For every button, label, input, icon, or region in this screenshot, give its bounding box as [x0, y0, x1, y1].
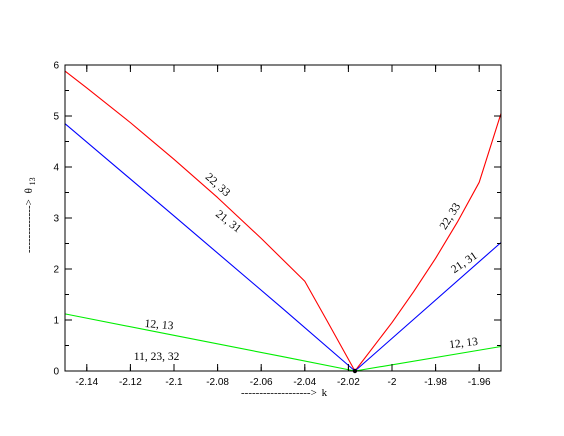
svg-text:-------------------> k: -------------------> k — [241, 387, 328, 399]
plot-frame — [64, 64, 502, 372]
y-tick-label: 2 — [53, 265, 59, 276]
y-axis-label-arrow: -------------> — [23, 199, 35, 253]
series-annotation-4: 11, 23, 32 — [134, 351, 180, 363]
y-tick-label: 1 — [53, 316, 59, 327]
svg-text:-------------> θ 1: -------------> θ 13 — [23, 177, 37, 253]
y-tick-label: 4 — [53, 163, 59, 174]
x-axis-label-arrow: -------------------> — [241, 387, 317, 399]
y-axis-label-subscript: 13 — [28, 177, 37, 185]
x-tick-label: -2.06 — [250, 377, 273, 388]
plot-layer — [64, 70, 502, 374]
x-tick-label: -2.12 — [119, 377, 142, 388]
tick-layer: -2.14 -2.12 -2.1 -2.08 -2.06 -2.04 -2.02 -2 -1.9… — [53, 61, 501, 388]
series-line-1 — [64, 70, 502, 372]
y-tick-label: 3 — [53, 214, 59, 225]
x-axis-label-text: k — [322, 387, 328, 399]
series-line-2 — [64, 123, 502, 372]
x-axis-label: -------------------> k — [241, 387, 328, 399]
y-tick-label: 0 — [53, 367, 59, 378]
series-line-3 — [64, 313, 502, 372]
y-axis-label: -------------> θ 13 — [23, 177, 37, 253]
x-tick-label: -2.14 — [75, 377, 98, 388]
series-annotation-7: 12, 13 — [449, 336, 479, 351]
y-tick-label: 6 — [53, 61, 59, 72]
x-tick-label: -2.02 — [337, 377, 360, 388]
x-tick-label: -2.1 — [165, 377, 183, 388]
x-tick-label: -2 — [388, 377, 397, 388]
y-axis-label-theta: θ — [23, 188, 35, 193]
x-tick-label: -2.08 — [206, 377, 229, 388]
y-tick-label: 5 — [53, 112, 59, 123]
x-tick-label: -2.04 — [293, 377, 316, 388]
series-annotation-3: 12, 13 — [144, 318, 174, 332]
x-tick-label: -1.98 — [424, 377, 447, 388]
x-tick-label: -1.96 — [468, 377, 491, 388]
